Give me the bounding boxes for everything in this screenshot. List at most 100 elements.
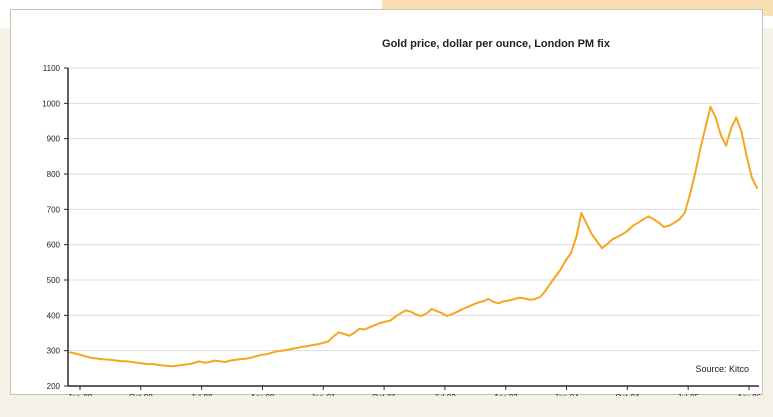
data-point (694, 173, 696, 175)
data-point (513, 298, 516, 301)
data-point (285, 349, 288, 351)
data-point (575, 236, 578, 239)
data-point (363, 328, 366, 331)
data-point (224, 361, 226, 363)
data-point (482, 300, 485, 303)
data-point (544, 290, 547, 293)
data-point (125, 360, 128, 363)
data-point (89, 356, 92, 359)
data-point (182, 363, 185, 366)
data-point (105, 358, 108, 361)
data-point (523, 297, 526, 300)
data-point (203, 361, 206, 364)
y-tick-label: 300 (47, 347, 61, 356)
data-point (559, 268, 562, 271)
y-tick-label: 1000 (42, 99, 60, 108)
data-point (564, 259, 567, 262)
data-point (208, 361, 211, 363)
data-point (213, 359, 216, 362)
data-point (270, 351, 273, 354)
data-point (750, 176, 753, 179)
y-tick-label: 900 (47, 135, 61, 144)
x-tick-label: Jul-05 (677, 393, 699, 396)
data-point (399, 312, 402, 315)
data-point (156, 363, 159, 366)
data-point (580, 211, 583, 214)
data-point (745, 155, 748, 158)
x-tick-label: Jan-98 (68, 393, 93, 396)
y-tick-label: 500 (47, 276, 61, 285)
data-point (342, 332, 345, 335)
data-point (730, 127, 733, 130)
chart-source: Source: Kitco (695, 364, 749, 374)
x-tick-label: Oct-01 (372, 393, 397, 396)
data-point (322, 341, 325, 344)
x-tick-label: Oct-04 (615, 393, 640, 396)
data-point (255, 355, 257, 358)
data-point (461, 308, 464, 310)
data-point (373, 324, 376, 327)
data-point (275, 350, 278, 353)
data-point (549, 282, 552, 285)
x-tick-label: Jan-04 (554, 393, 579, 396)
data-point (229, 359, 232, 362)
data-point (714, 116, 717, 119)
data-point (725, 144, 727, 147)
data-point (678, 218, 681, 221)
data-point (637, 221, 640, 224)
data-point (167, 364, 170, 367)
data-point (260, 353, 263, 356)
data-point (585, 222, 588, 225)
data-point (616, 235, 619, 238)
data-point (683, 211, 686, 214)
data-point (218, 360, 221, 363)
data-point (533, 298, 536, 301)
data-point (146, 363, 149, 366)
data-point (316, 343, 319, 346)
data-point (301, 345, 304, 348)
data-point (601, 247, 603, 250)
data-point (244, 357, 247, 360)
x-tick-label: Apr-06 (737, 393, 762, 396)
data-point (120, 360, 123, 363)
data-point (528, 298, 531, 301)
data-point (94, 357, 97, 360)
data-point (719, 134, 722, 137)
data-point (570, 252, 572, 255)
data-point (709, 105, 712, 108)
data-point (425, 312, 428, 315)
data-point (699, 148, 702, 151)
data-point (280, 349, 283, 352)
data-point (151, 363, 154, 366)
y-tick-labels: 200 300 400 500 600 700 800 900 1000 1100 (42, 64, 68, 391)
data-point (554, 275, 557, 278)
data-point (415, 313, 418, 316)
data-point (652, 218, 655, 221)
data-point (590, 233, 593, 236)
data-point (487, 298, 490, 301)
y-tick-label: 1100 (43, 64, 61, 73)
data-point (265, 353, 268, 356)
x-tick-label: Jul-02 (434, 393, 456, 396)
data-point (368, 326, 371, 329)
data-point (688, 194, 691, 197)
data-point (740, 130, 743, 133)
data-point (239, 358, 242, 361)
x-tick-label: Jan-01 (311, 393, 336, 396)
series-line (69, 105, 758, 368)
data-point (446, 315, 449, 317)
data-point (430, 308, 433, 310)
data-point (187, 363, 190, 366)
data-point (249, 356, 252, 359)
data-point (632, 224, 634, 227)
y-tick-label: 700 (47, 205, 61, 214)
data-point (332, 335, 335, 338)
data-point (115, 359, 118, 362)
grid-lines (68, 67, 759, 352)
data-point (508, 299, 511, 302)
chart-frame: 200 300 400 500 600 700 800 900 1000 1100 Jan-98 O… (10, 9, 763, 396)
data-point (626, 229, 629, 232)
data-point (756, 187, 758, 190)
axes (67, 68, 759, 387)
data-point (337, 331, 340, 334)
